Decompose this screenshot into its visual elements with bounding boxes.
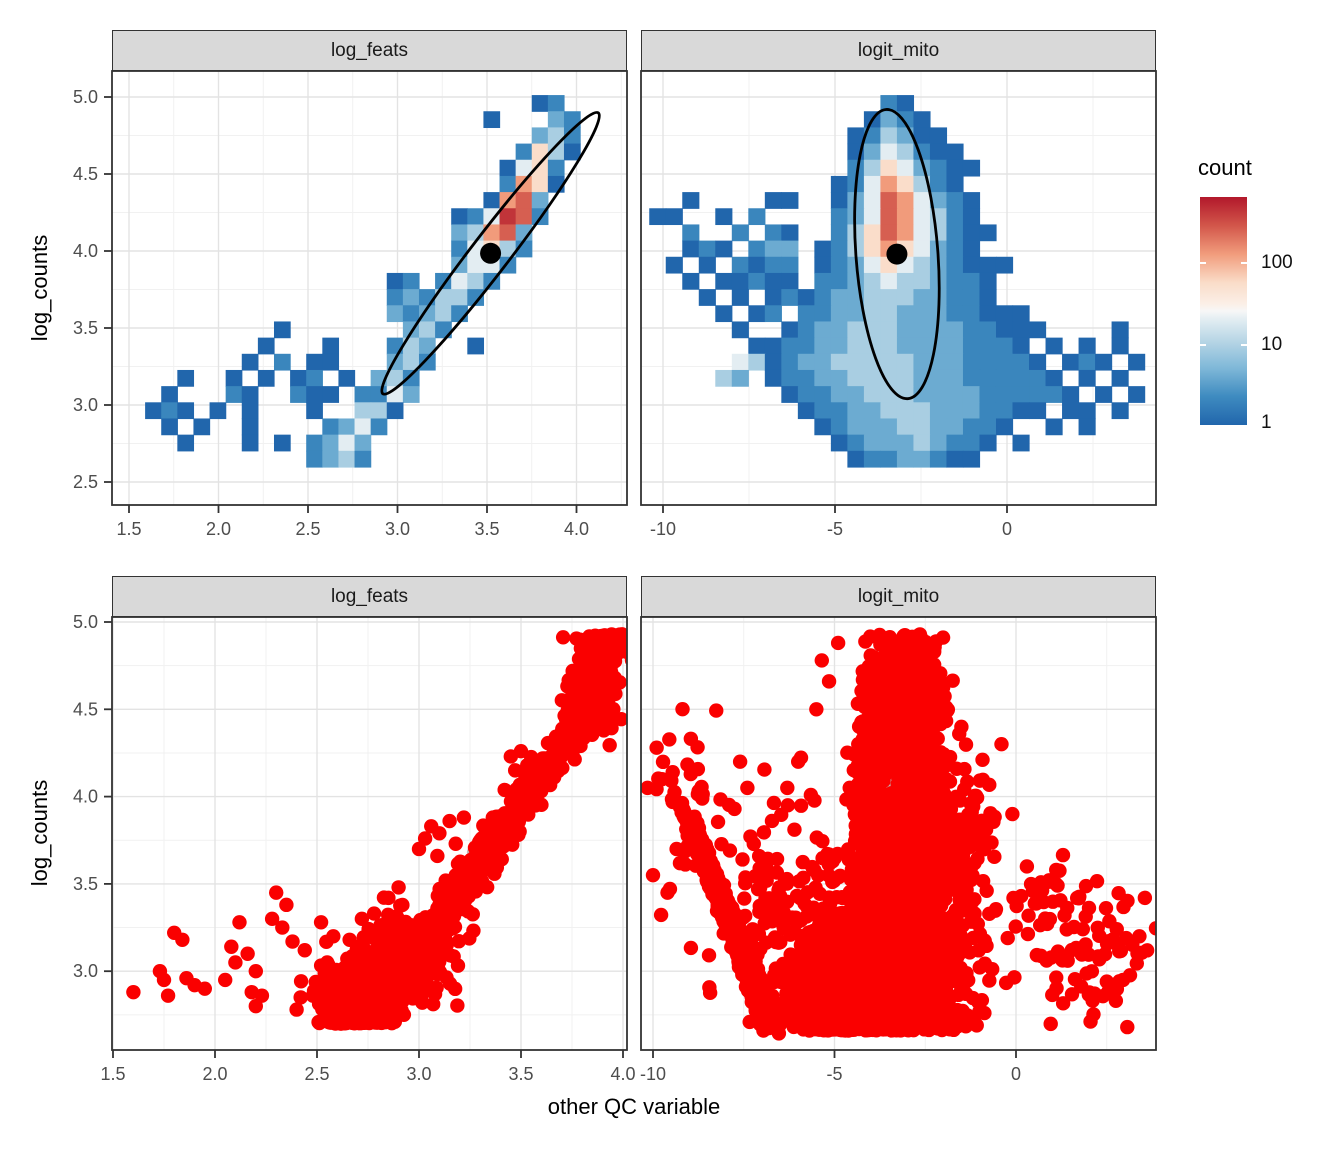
axis-top-left: 1.5 2.0 2.5 3.0 3.5 4.0 2.5 3.0 3.5 4.0 4.5 5.0	[73, 87, 589, 539]
legend-tick	[1200, 343, 1206, 346]
svg-text:2.5: 2.5	[73, 472, 98, 492]
covariance-ellipse	[380, 111, 601, 396]
svg-text:4.5: 4.5	[73, 164, 98, 184]
facet-strip-bottom-right: logit_mito	[641, 576, 1156, 617]
legend-label-100: 100	[1261, 251, 1293, 273]
panel-border-top-right	[640, 70, 1157, 506]
svg-text:2.5: 2.5	[295, 519, 320, 539]
axis-bottom-left: 1.5 2.0 2.5 3.0 3.5 4.0 3.0 3.5 4.0 4.5 5.0	[73, 612, 636, 1084]
svg-text:2.5: 2.5	[304, 1064, 329, 1084]
panel-top-left	[112, 71, 627, 505]
svg-text:4.0: 4.0	[73, 787, 98, 807]
facet-strip-top-left: log_feats	[112, 30, 627, 71]
svg-text:5.0: 5.0	[73, 612, 98, 632]
axis-top-right: -10 -5 0	[650, 505, 1012, 539]
legend-tick	[1200, 261, 1206, 264]
svg-text:3.0: 3.0	[73, 961, 98, 981]
svg-text:4.0: 4.0	[610, 1064, 635, 1084]
svg-text:3.5: 3.5	[508, 1064, 533, 1084]
svg-text:3.5: 3.5	[474, 519, 499, 539]
facet-strip-top-right: logit_mito	[641, 30, 1156, 71]
svg-text:4.0: 4.0	[564, 519, 589, 539]
legend-tick	[1241, 343, 1247, 346]
facet-label: log_feats	[330, 39, 409, 61]
legend-label-10: 10	[1261, 333, 1283, 355]
svg-text:3.5: 3.5	[73, 874, 98, 894]
svg-text:-10: -10	[650, 519, 676, 539]
facet-label: logit_mito	[857, 39, 940, 61]
svg-text:2.0: 2.0	[202, 1064, 227, 1084]
legend-tick	[1241, 261, 1247, 264]
distribution-center-dot	[886, 243, 908, 265]
svg-text:3.0: 3.0	[406, 1064, 431, 1084]
legend-label-1: 1	[1261, 412, 1272, 434]
svg-text:3.0: 3.0	[73, 395, 98, 415]
legend-title: count	[1198, 155, 1252, 180]
y-axis-title-top: log_counts	[27, 234, 52, 342]
red-points-bottom-right	[641, 627, 1156, 1041]
svg-text:3.0: 3.0	[385, 519, 410, 539]
y-axis-title-bottom: log_counts	[27, 779, 52, 887]
svg-text:2.0: 2.0	[206, 519, 231, 539]
red-points-bottom-left	[126, 627, 627, 1031]
x-axis-title: other QC variable	[547, 1094, 721, 1119]
panel-bottom-left	[112, 617, 627, 1050]
svg-text:0: 0	[1002, 519, 1012, 539]
panel-bottom-right	[641, 617, 1156, 1050]
distribution-center-dot	[480, 242, 502, 264]
panel-top-right	[641, 71, 1156, 505]
svg-text:-5: -5	[827, 519, 843, 539]
legend-colorbar	[1200, 197, 1247, 425]
panel-border-top-left	[111, 70, 628, 506]
gridlines-major-bottom-left	[112, 617, 627, 1050]
svg-text:3.5: 3.5	[73, 318, 98, 338]
facet-strip-bottom-left: log_feats	[112, 576, 627, 617]
panel-border-bottom-right	[640, 616, 1157, 1051]
svg-text:1.5: 1.5	[116, 519, 141, 539]
panel-border-bottom-left	[111, 616, 628, 1051]
svg-text:4.5: 4.5	[73, 699, 98, 719]
svg-text:5.0: 5.0	[73, 87, 98, 107]
svg-text:4.0: 4.0	[73, 241, 98, 261]
axis-bottom-right: -10 -5 0	[640, 1050, 1021, 1084]
svg-text:1.5: 1.5	[100, 1064, 125, 1084]
facet-label: log_feats	[330, 585, 409, 607]
covariance-ellipse	[853, 108, 941, 401]
facet-label: logit_mito	[857, 585, 940, 607]
